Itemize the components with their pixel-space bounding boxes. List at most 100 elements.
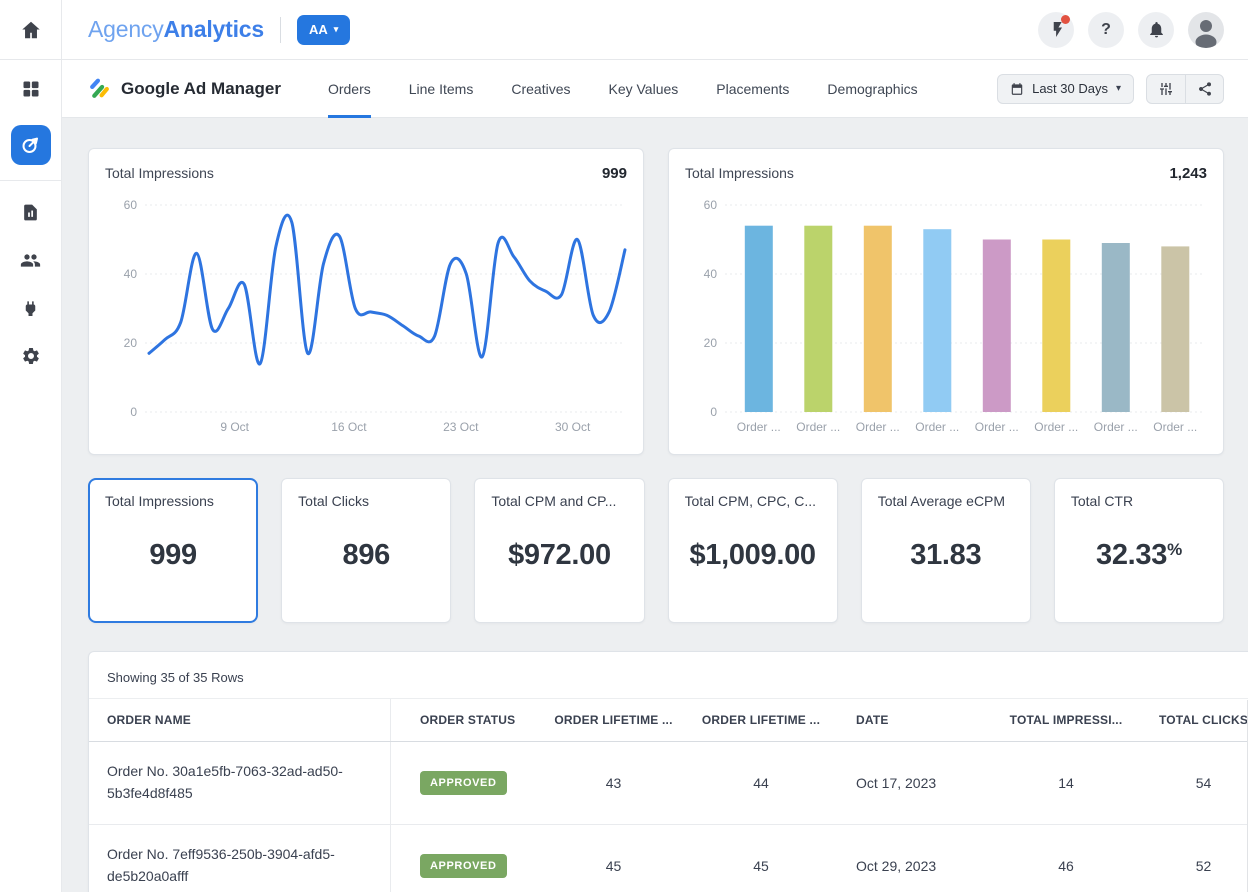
grid-icon	[23, 81, 38, 97]
date-range-picker[interactable]: Last 30 Days ▾	[997, 73, 1134, 104]
column-header-total-clicks[interactable]: TOTAL CLICKS	[1158, 713, 1248, 727]
tab-key-values[interactable]: Key Values	[608, 80, 679, 97]
svg-text:Order ...: Order ...	[975, 420, 1019, 434]
metric-label: Total CPM, CPC, C...	[684, 493, 816, 509]
column-header-order-lifetime-2[interactable]: ORDER LIFETIME ...	[701, 713, 821, 727]
metric-card-total-clicks[interactable]: Total Clicks 896	[281, 478, 452, 623]
svg-text:40: 40	[124, 267, 138, 281]
svg-text:Order ...: Order ...	[1094, 420, 1138, 434]
tab-demographics[interactable]: Demographics	[827, 80, 918, 97]
svg-text:9 Oct: 9 Oct	[220, 420, 249, 434]
metric-cards-row: Total Impressions 999 Total Clicks 896 T…	[88, 478, 1225, 623]
tab-line-items[interactable]: Line Items	[408, 80, 474, 97]
svg-text:Order ...: Order ...	[1153, 420, 1197, 434]
chart-actions	[1146, 73, 1224, 104]
orders-table-card: Showing 35 of 35 Rows ORDER NAME ORDER S…	[88, 651, 1248, 892]
svg-text:0: 0	[130, 405, 137, 419]
column-header-order-status[interactable]: ORDER STATUS	[420, 713, 516, 727]
share-button[interactable]	[1185, 74, 1223, 103]
metric-value: $972.00	[508, 539, 611, 571]
svg-text:23 Oct: 23 Oct	[443, 420, 479, 434]
metric-card-total-cpm-cpc-cpd[interactable]: Total CPM, CPC, C... $1,009.00	[667, 478, 838, 623]
lightning-icon	[1053, 21, 1062, 38]
cell-order-name: Order No. 7eff9536-250b-3904-afd5-de5b20…	[89, 825, 391, 892]
metric-label: Total CTR	[1070, 493, 1134, 509]
metric-card-total-impressions[interactable]: Total Impressions 999	[88, 478, 259, 623]
status-badge: APPROVED	[420, 771, 507, 795]
svg-text:Order ...: Order ...	[1034, 420, 1078, 434]
whats-new-button[interactable]	[1038, 11, 1074, 48]
cell-total-impressions: 14	[1058, 775, 1074, 791]
question-mark-icon: ?	[1101, 20, 1111, 38]
table-row: Order No. 30a1e5fb-7063-32ad-ad50-5b3fe4…	[89, 742, 1248, 825]
filter-settings-button[interactable]	[1147, 75, 1185, 103]
sidebar-item-dashboards[interactable]	[0, 60, 62, 118]
cell-order-name: Order No. 30a1e5fb-7063-32ad-ad50-5b3fe4…	[89, 742, 391, 824]
table-row-count: Showing 35 of 35 Rows	[107, 670, 244, 685]
people-icon	[20, 253, 41, 267]
cell-date: Oct 29, 2023	[856, 858, 937, 874]
cell-date: Oct 17, 2023	[856, 775, 937, 791]
column-header-order-lifetime-1[interactable]: ORDER LIFETIME ...	[554, 713, 673, 727]
date-range-label: Last 30 Days	[1032, 81, 1108, 96]
column-header-order-name[interactable]: ORDER NAME	[89, 699, 391, 741]
metric-value: 999	[149, 539, 197, 571]
metric-value: 31.83	[910, 539, 982, 571]
tab-creatives[interactable]: Creatives	[511, 80, 571, 97]
tab-bar: Orders Line Items Creatives Key Values P…	[309, 60, 937, 118]
metric-label: Total CPM and CP...	[491, 493, 617, 509]
page-title: Google Ad Manager	[121, 78, 281, 98]
integration-title: Google Ad Manager	[88, 77, 281, 100]
metric-card-total-average-ecpm[interactable]: Total Average eCPM 31.83	[860, 478, 1031, 623]
user-avatar[interactable]	[1188, 11, 1224, 48]
dashboard-content: Total Impressions 999 60 40 20 0 9 Oct 16 Oct…	[62, 118, 1248, 892]
plug-icon	[25, 300, 36, 316]
bar-chart-total: 1,243	[1169, 165, 1207, 182]
person-icon	[1195, 19, 1217, 48]
metric-label: Total Average eCPM	[877, 493, 1006, 509]
metric-card-total-cpm-cpc[interactable]: Total CPM and CP... $972.00	[474, 478, 645, 623]
sidebar-item-campaigns-active[interactable]	[10, 125, 51, 165]
sidebar-item-reports[interactable]	[0, 188, 62, 236]
cell-order-lifetime-1: 45	[605, 858, 622, 874]
integration-header: Google Ad Manager Orders Line Items Crea…	[62, 60, 1248, 118]
notification-dot	[1061, 14, 1070, 24]
cell-order-status: APPROVED	[391, 825, 541, 892]
metric-card-total-ctr[interactable]: Total CTR 32.33%	[1053, 478, 1225, 623]
svg-text:20: 20	[704, 336, 718, 350]
agency-analytics-logo[interactable]: AgencyAnalytics	[88, 16, 264, 43]
table-row: Order No. 7eff9536-250b-3904-afd5-de5b20…	[89, 825, 1248, 892]
sidebar-item-settings[interactable]	[0, 332, 62, 380]
svg-text:Order ...: Order ...	[856, 420, 900, 434]
sidebar-item-clients[interactable]	[0, 236, 62, 284]
notifications-button[interactable]	[1138, 11, 1174, 48]
svg-text:Order ...: Order ...	[915, 420, 959, 434]
svg-text:30 Oct: 30 Oct	[555, 420, 591, 434]
column-header-date[interactable]: DATE	[856, 713, 889, 727]
cell-order-lifetime-2: 45	[753, 858, 769, 874]
top-bar: AgencyAnalytics AA ▾ ?	[0, 0, 1248, 60]
bell-icon	[1149, 21, 1163, 38]
line-chart-card: Total Impressions 999 60 40 20 0 9 Oct 16 Oct…	[88, 148, 644, 455]
svg-text:16 Oct: 16 Oct	[331, 420, 367, 434]
line-chart-total: 999	[601, 165, 627, 182]
help-button[interactable]: ?	[1088, 11, 1124, 48]
svg-text:20: 20	[124, 336, 138, 350]
bar-chart-card: Total Impressions 1,243 60 40 20 0 Order ...…	[668, 148, 1224, 455]
goal-cursor-icon	[22, 137, 38, 153]
calendar-icon	[1011, 82, 1023, 95]
sidebar-item-integrations[interactable]	[0, 284, 62, 332]
bar-chart: 60 40 20 0 Order ... Order ... Order ... Order …	[685, 186, 1207, 441]
tab-placements[interactable]: Placements	[716, 80, 790, 97]
line-chart: 60 40 20 0 9 Oct 16 Oct 23 Oct 30 Oct	[105, 186, 627, 441]
cell-order-lifetime-2: 44	[753, 775, 769, 791]
bar-chart-title: Total Impressions	[685, 165, 794, 181]
home-button[interactable]	[0, 0, 62, 59]
metric-value: 896	[342, 539, 391, 571]
svg-text:60: 60	[124, 198, 138, 212]
metric-label: Total Impressions	[105, 493, 214, 509]
tab-orders[interactable]: Orders	[309, 60, 390, 118]
metric-label: Total Clicks	[298, 493, 369, 509]
account-switcher-button[interactable]: AA ▾	[296, 14, 351, 45]
column-header-total-impressions[interactable]: TOTAL IMPRESSI...	[1009, 713, 1123, 727]
